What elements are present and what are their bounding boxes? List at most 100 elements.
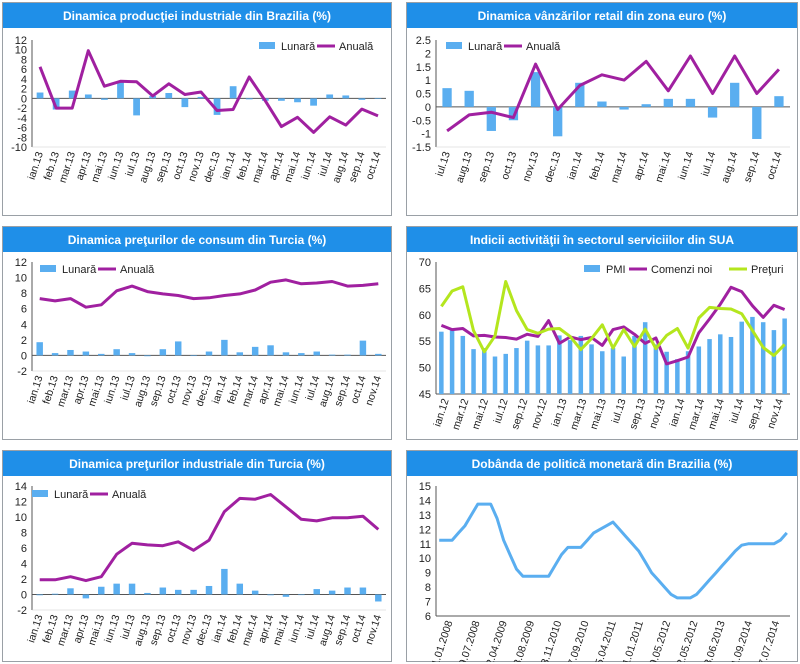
y-tick-label: 50 — [419, 363, 431, 375]
y-tick-label: 8 — [21, 528, 27, 540]
bar — [739, 321, 744, 394]
y-tick-label: 1 — [425, 75, 431, 87]
bar — [730, 82, 740, 107]
chart-title: Dinamica preţurilor industriale din Turc… — [69, 457, 325, 471]
chart-panel-1: Dinamica vânzărilor retail din zona euro… — [406, 2, 798, 216]
panel-frame — [2, 450, 392, 662]
bar — [213, 98, 221, 115]
bar — [82, 351, 90, 356]
bar — [344, 354, 351, 356]
y-tick-label: 70 — [419, 257, 431, 269]
y-tick-label: 10 — [15, 45, 27, 57]
y-tick-label: 10 — [15, 273, 27, 285]
bar — [375, 594, 382, 602]
legend-label: Lunară — [62, 264, 97, 276]
y-tick-label: 11 — [420, 539, 431, 551]
bar — [471, 349, 476, 394]
bar — [460, 335, 466, 394]
bar — [326, 94, 334, 99]
bar — [67, 588, 74, 595]
bar — [675, 359, 680, 394]
y-tick-label: 12 — [419, 524, 431, 536]
bar — [685, 351, 691, 394]
chart-panel-3: Indicii activităţii în sectorul servicii… — [406, 226, 798, 440]
bar — [482, 348, 487, 394]
legend-swatch — [584, 265, 600, 272]
bar — [632, 335, 637, 394]
bar — [359, 340, 367, 356]
bar — [535, 345, 541, 394]
bar — [36, 594, 43, 596]
bar — [174, 341, 182, 356]
y-tick-label: 1.5 — [416, 62, 431, 74]
bar — [374, 98, 382, 99]
chart-panel-4: Dinamica preţurilor industriale din Turc… — [2, 450, 392, 662]
bar — [197, 96, 205, 99]
bar — [641, 104, 651, 107]
legend-label: PMI — [606, 264, 626, 276]
bar — [245, 98, 253, 100]
y-tick-label: -2 — [17, 103, 27, 115]
bar — [313, 351, 320, 356]
bar — [236, 352, 244, 356]
y-tick-label: 14 — [419, 495, 431, 507]
bar — [133, 98, 140, 116]
bar — [190, 589, 197, 595]
bar — [159, 587, 167, 595]
legend-label: Lunară — [281, 41, 316, 53]
bar — [98, 353, 105, 356]
y-tick-label: 2.5 — [416, 35, 431, 47]
y-tick-label: 9 — [425, 568, 431, 580]
y-tick-label: -0.5 — [412, 115, 431, 127]
bar — [82, 594, 90, 599]
bar — [718, 334, 723, 394]
bar — [557, 335, 562, 394]
bar — [344, 587, 351, 595]
bar — [251, 346, 259, 356]
title-bar — [3, 227, 391, 252]
bar — [553, 106, 563, 137]
y-tick-label: 0.5 — [416, 89, 431, 101]
legend-label: Comenzi noi — [651, 264, 712, 276]
y-tick-label: 55 — [419, 336, 431, 348]
legend-swatch — [446, 42, 462, 49]
bar — [113, 349, 120, 356]
chart-svg-4: Dinamica preţurilor industriale din Turc… — [2, 450, 392, 662]
y-tick-label: 2 — [21, 335, 27, 347]
bar — [236, 583, 244, 595]
bar — [439, 331, 444, 394]
y-tick-label: 65 — [419, 283, 431, 295]
chart-svg-3: Indicii activităţii în sectorul servicii… — [406, 226, 798, 440]
bar — [750, 316, 755, 394]
legend-label: Preţuri — [751, 264, 783, 276]
bar — [221, 568, 228, 595]
y-tick-label: -8 — [17, 132, 27, 144]
bar — [113, 583, 120, 595]
bar — [328, 590, 336, 595]
bar — [101, 98, 108, 100]
y-tick-label: 10 — [419, 553, 431, 565]
bar — [310, 98, 317, 106]
title-bar — [407, 451, 797, 476]
chart-svg-2: Dinamica preţurilor de consum din Turcia… — [2, 226, 392, 440]
bar — [486, 106, 496, 131]
bar — [575, 82, 585, 107]
bar — [358, 98, 366, 100]
legend-swatch — [32, 490, 48, 497]
y-tick-label: -6 — [17, 123, 27, 135]
bar — [728, 336, 734, 394]
chart-title: Dinamica vânzărilor retail din zona euro… — [478, 9, 727, 23]
y-tick-label: 2 — [425, 48, 431, 60]
bar — [342, 95, 350, 99]
y-tick-label: -10 — [11, 142, 27, 154]
bar — [621, 356, 626, 394]
bar — [205, 585, 213, 595]
bar — [128, 583, 136, 595]
bar — [514, 348, 519, 394]
chart-panel-5: Dobânda de politică monetară din Brazili… — [406, 450, 798, 662]
title-bar — [3, 3, 391, 28]
y-tick-label: 12 — [15, 257, 27, 269]
y-tick-label: 0 — [21, 350, 27, 362]
panel-frame — [406, 2, 798, 216]
bar — [205, 351, 213, 356]
